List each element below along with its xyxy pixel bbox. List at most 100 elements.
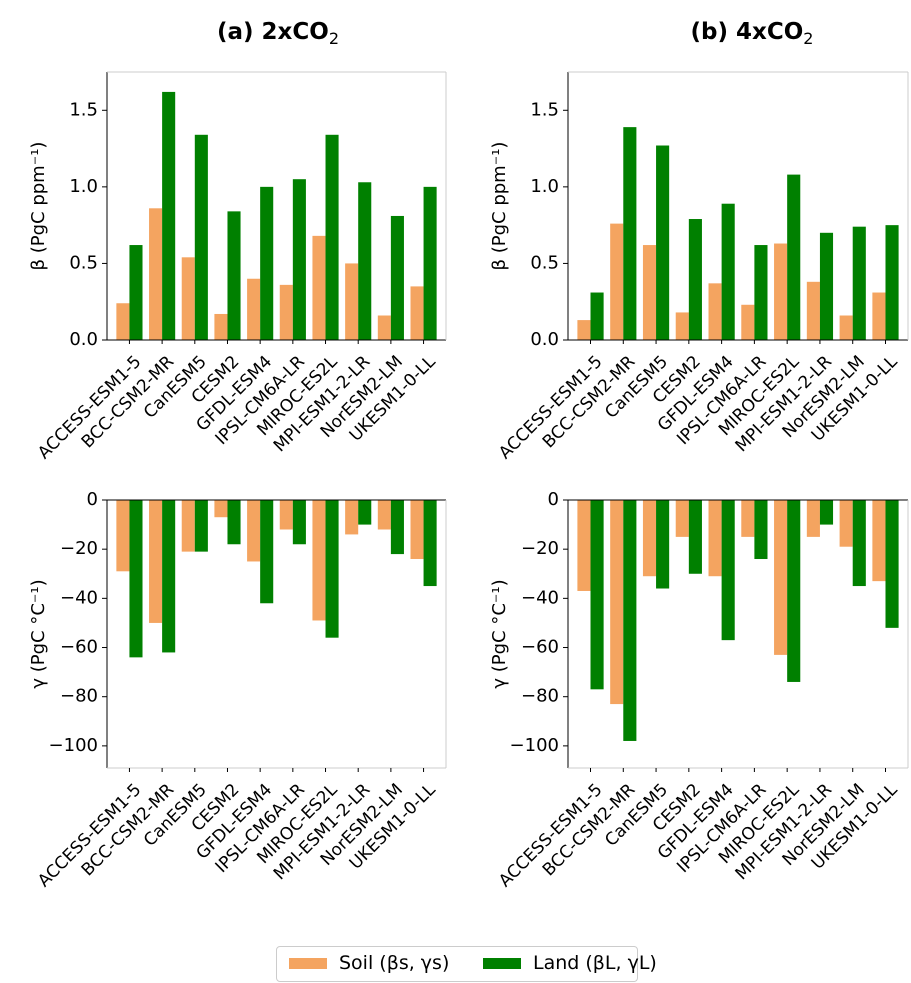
- bar-soil: [774, 243, 788, 340]
- legend-item-land: Land (βL, γL): [483, 952, 657, 974]
- y-tick-label: 0.0: [530, 329, 559, 350]
- y-tick-label: −40: [521, 587, 559, 608]
- bar-soil: [116, 500, 130, 572]
- bar-soil: [181, 257, 195, 340]
- bar-soil: [708, 500, 722, 577]
- bar-land: [754, 245, 768, 340]
- bar-land: [292, 500, 306, 545]
- y-tick-label: 0.0: [69, 329, 98, 350]
- bar-land: [688, 219, 702, 340]
- bar-land: [358, 182, 372, 340]
- bar-soil: [839, 315, 853, 340]
- bar-soil: [279, 284, 293, 340]
- bar-soil: [247, 278, 261, 340]
- bar-land: [819, 500, 834, 525]
- legend-swatch-soil: [289, 957, 327, 969]
- bar-land: [423, 186, 437, 340]
- bar-land: [590, 292, 604, 340]
- bar-soil: [214, 500, 228, 518]
- y-tick-label: 0: [87, 489, 98, 510]
- y-tick-label: 0.5: [69, 252, 98, 273]
- legend: Soil (βs, γs) Land (βL, γL): [276, 946, 657, 982]
- panel-title: (b) 4xCO2: [691, 19, 814, 48]
- bar-land: [656, 500, 670, 589]
- bar-soil: [116, 303, 130, 340]
- bar-land: [721, 203, 735, 340]
- bar-soil: [741, 500, 755, 537]
- bar-soil: [149, 500, 163, 623]
- panel-title: (a) 2xCO2: [217, 19, 339, 48]
- y-tick-label: 1.5: [69, 99, 98, 120]
- bar-soil: [577, 320, 591, 340]
- y-axis-label: γ (PgC °C⁻¹): [28, 579, 49, 688]
- bar-land: [162, 91, 176, 340]
- bar-land: [390, 500, 404, 555]
- bar-land: [787, 500, 801, 682]
- bar-soil: [872, 500, 886, 582]
- bar-soil: [806, 500, 820, 537]
- bar-land: [852, 226, 866, 340]
- bar-land: [787, 174, 801, 340]
- bar-soil: [312, 500, 326, 621]
- bar-land: [656, 145, 670, 340]
- y-tick-label: −20: [60, 538, 98, 559]
- bar-land: [194, 500, 208, 552]
- bar-land: [260, 500, 274, 604]
- y-tick-label: −40: [60, 587, 98, 608]
- bar-soil: [839, 500, 853, 547]
- y-axis-label: β (PgC ppm⁻¹): [28, 142, 49, 271]
- bar-land: [129, 500, 143, 658]
- y-axis-label: β (PgC ppm⁻¹): [489, 142, 510, 271]
- legend-item-soil: Soil (βs, γs): [289, 952, 449, 974]
- y-tick-label: −80: [60, 686, 98, 707]
- y-tick-label: 0: [548, 489, 559, 510]
- bar-soil: [410, 500, 424, 560]
- bar-soil: [247, 500, 261, 562]
- bar-soil: [872, 292, 886, 340]
- bar-soil: [774, 500, 788, 655]
- bar-soil: [642, 500, 657, 577]
- bar-land: [358, 500, 372, 525]
- y-tick-label: 1.5: [530, 99, 559, 120]
- bar-land: [227, 500, 241, 545]
- bar-land: [194, 134, 208, 340]
- bar-land: [423, 500, 437, 587]
- bar-land: [129, 245, 143, 340]
- bar-land: [623, 500, 637, 741]
- bar-soil: [410, 286, 424, 340]
- bar-land: [325, 134, 339, 340]
- bar-land: [325, 500, 339, 638]
- legend-swatch-land: [483, 957, 521, 969]
- bar-soil: [577, 500, 591, 591]
- bar-land: [754, 500, 768, 560]
- y-tick-label: 1.0: [69, 176, 98, 197]
- legend-label-land: Land (βL, γL): [533, 952, 657, 974]
- bar-soil: [675, 500, 689, 537]
- bar-soil: [377, 315, 391, 340]
- bar-soil: [181, 500, 195, 552]
- bar-soil: [149, 208, 163, 340]
- bar-land: [885, 225, 899, 340]
- bar-soil: [806, 281, 820, 340]
- bar-land: [292, 179, 306, 340]
- bar-soil: [610, 500, 624, 705]
- bar-land: [819, 232, 834, 340]
- bar-land: [227, 211, 241, 340]
- bar-soil: [610, 223, 624, 340]
- bar-soil: [345, 500, 359, 535]
- bar-soil: [675, 312, 689, 340]
- y-tick-label: −60: [60, 637, 98, 658]
- y-tick-label: −80: [521, 686, 559, 707]
- bar-land: [390, 215, 404, 340]
- bar-land: [885, 500, 899, 628]
- y-axis-label: γ (PgC °C⁻¹): [489, 579, 510, 688]
- y-tick-label: 1.0: [530, 176, 559, 197]
- bar-soil: [214, 313, 228, 340]
- bar-soil: [642, 245, 657, 340]
- bar-soil: [345, 263, 359, 340]
- bar-land: [162, 500, 176, 653]
- bar-soil: [708, 283, 722, 340]
